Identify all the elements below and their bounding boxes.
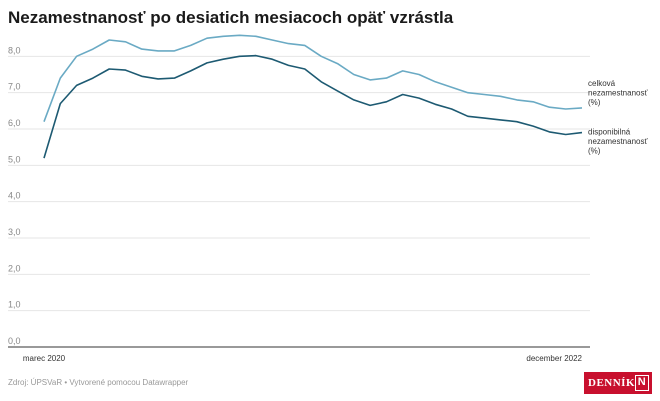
series-line-disponibilna — [43, 54, 583, 159]
y-tick-label: 0,0 — [8, 336, 21, 346]
series-layer — [43, 34, 583, 159]
y-tick-label: 2,0 — [8, 263, 21, 273]
x-tick-label: marec 2020 — [23, 354, 66, 363]
y-tick-label: 6,0 — [8, 118, 21, 128]
logo-mark: N — [635, 375, 649, 391]
source-footer: Zdroj: ÚPSVaR • Vytvorené pomocou Datawr… — [8, 378, 189, 387]
y-tick-label: 4,0 — [8, 191, 21, 201]
series-label: celková nezamestnanosť (%) — [588, 79, 648, 107]
label-layer: celková nezamestnanosť (%) disponibilná neza… — [588, 79, 648, 156]
y-tick-label: 1,0 — [8, 300, 21, 310]
y-tick-label: 8,0 — [8, 45, 21, 55]
y-tick-label: 7,0 — [8, 82, 21, 92]
series-label: disponibilná nezamestnanosť (%) — [588, 128, 648, 156]
y-tick-label: 5,0 — [8, 154, 21, 164]
dennik-n-logo[interactable]: DENNÍK N — [584, 372, 652, 394]
y-tick-label: 3,0 — [8, 227, 21, 237]
logo-text: DENNÍK — [588, 377, 636, 389]
grid-layer: 0,0 1,0 2,0 3,0 4,0 5,0 6,0 7,0 8,0 marec 2020 dec… — [8, 45, 590, 363]
series-line-celkova — [43, 34, 583, 122]
x-tick-label: december 2022 — [526, 354, 582, 363]
chart-title: Nezamestnanosť po desiatich mesiacoch op… — [8, 8, 454, 27]
